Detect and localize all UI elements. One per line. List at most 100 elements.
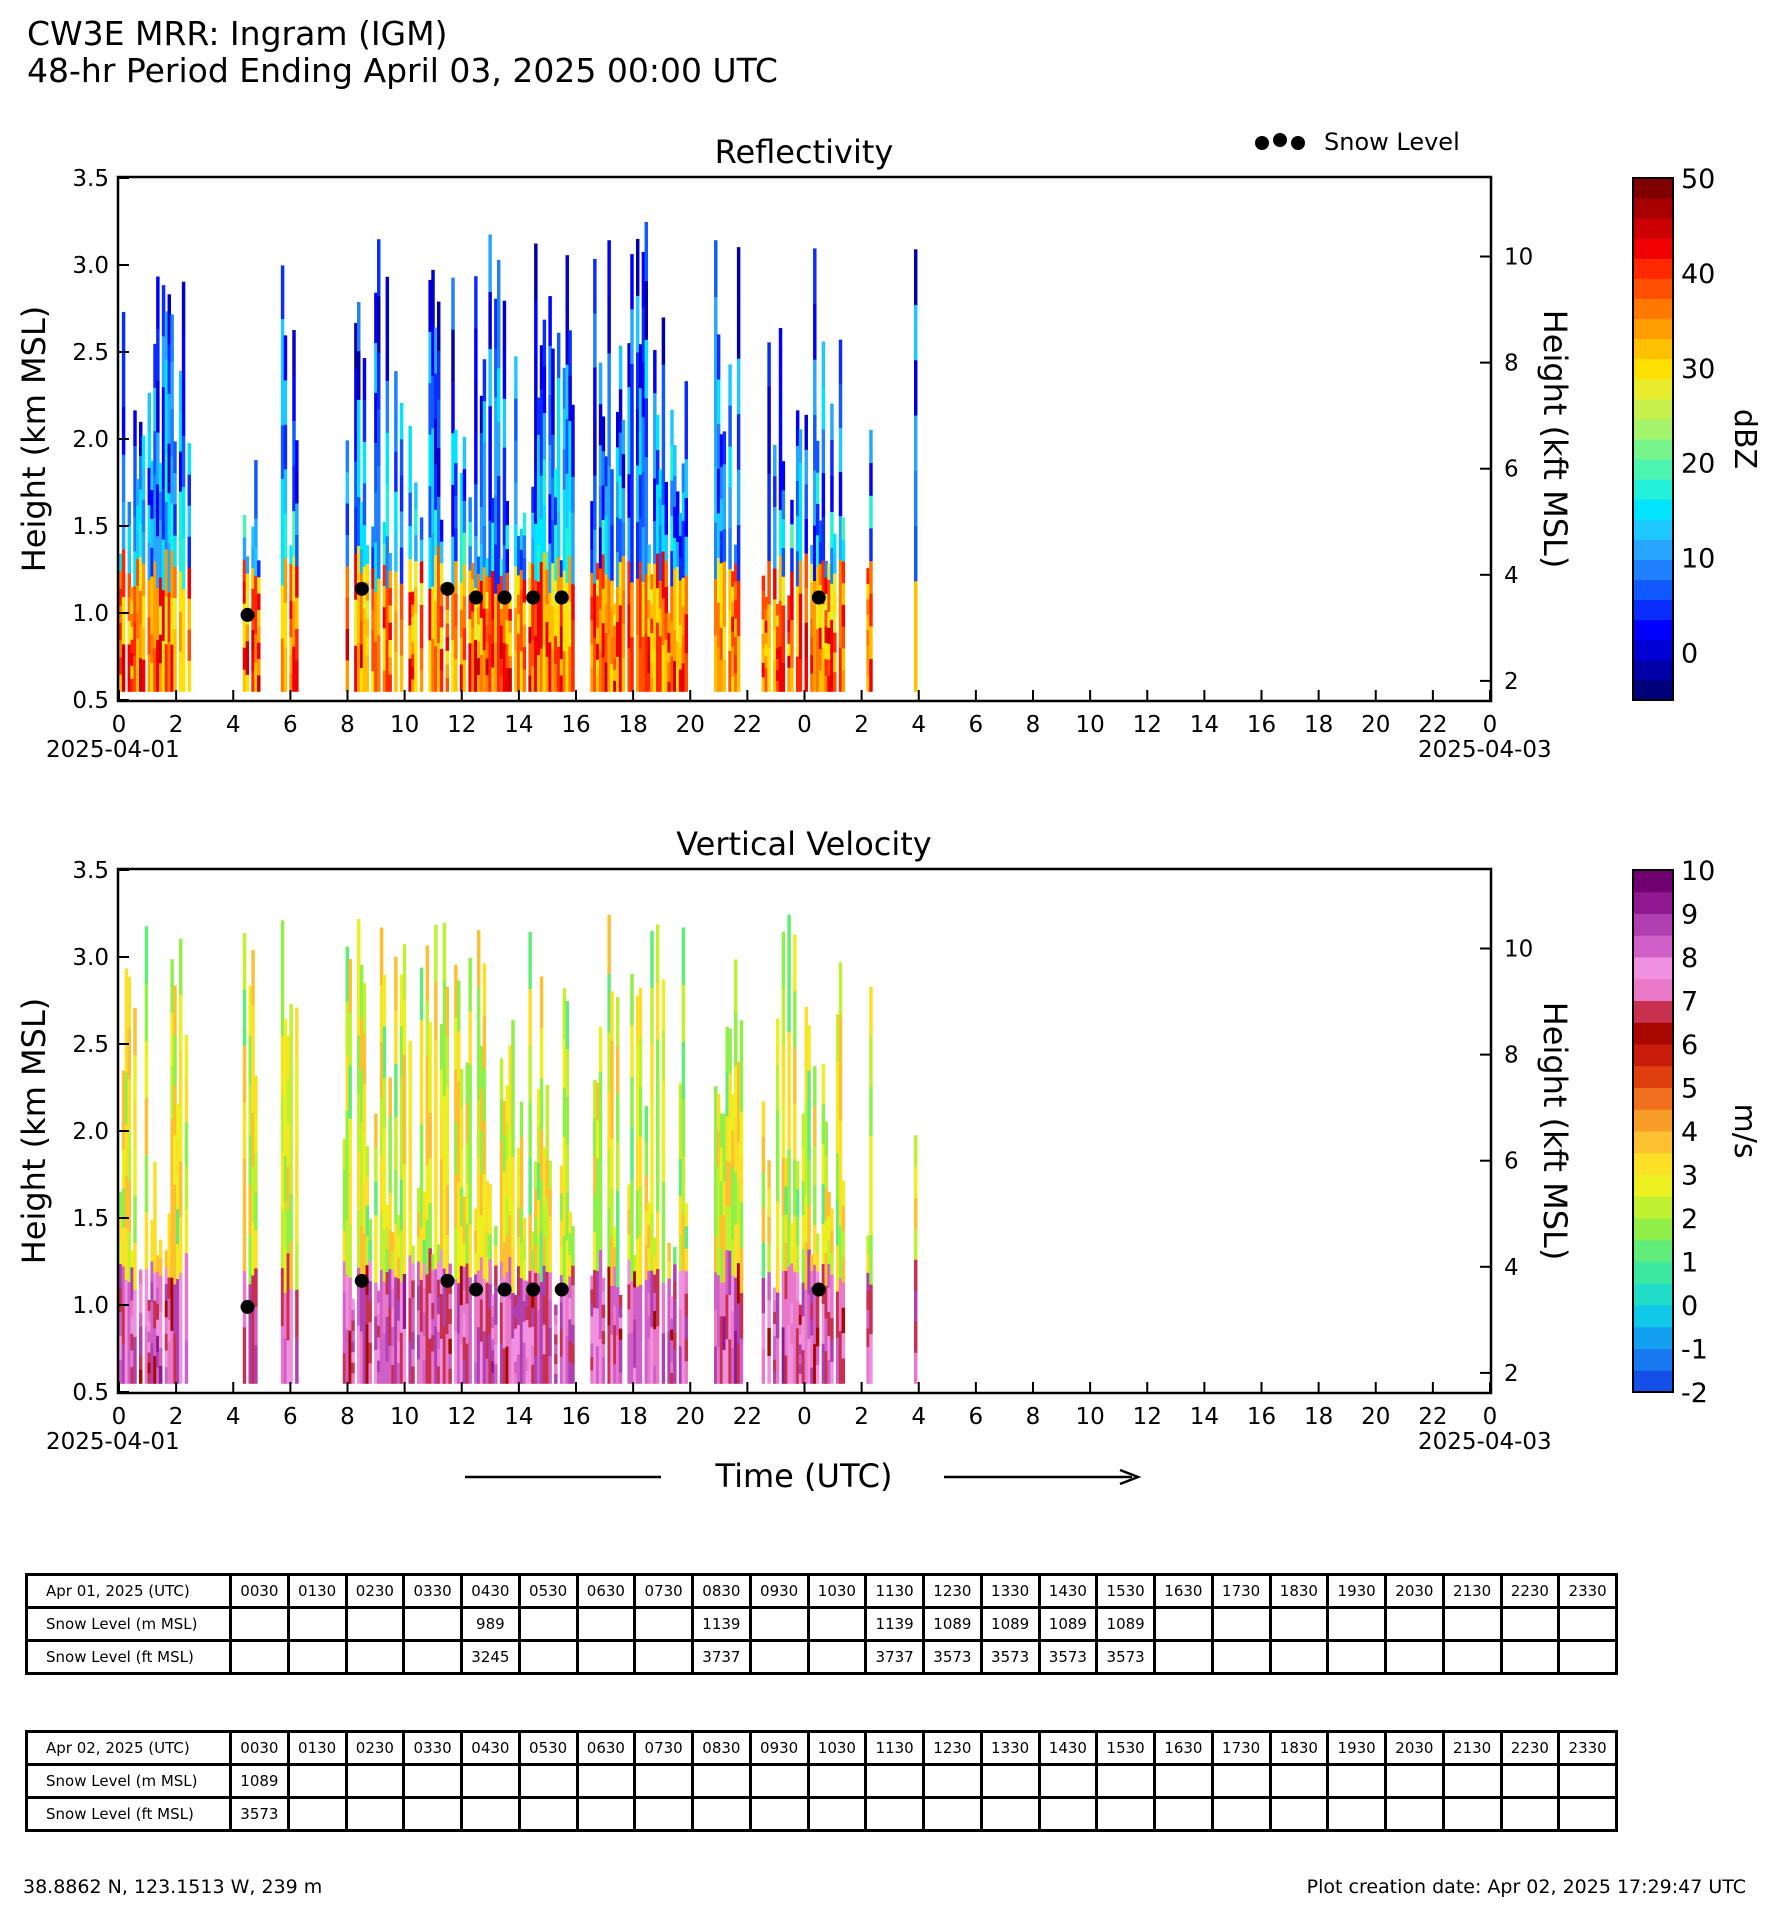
heatmap-cell — [286, 1209, 291, 1254]
x-tick-label: 16 — [561, 712, 590, 738]
x-tick-label: 10 — [1075, 1404, 1104, 1430]
heatmap-cell — [138, 421, 143, 457]
heatmap-cell — [531, 1288, 535, 1308]
heatmap-cell — [778, 509, 783, 556]
heatmap-cell — [178, 1049, 183, 1106]
heatmap-cell — [551, 391, 555, 435]
heatmap-cell — [795, 1216, 800, 1245]
heatmap-cell — [468, 1330, 472, 1384]
heatmap-cell — [514, 1328, 518, 1340]
heatmap-cell — [781, 576, 786, 606]
heatmap-cell — [716, 646, 721, 692]
heatmap-cell — [248, 1333, 252, 1384]
heatmap-cell — [295, 1148, 299, 1196]
heatmap-cell — [525, 1306, 529, 1320]
heatmap-cell — [542, 1265, 547, 1296]
heatmap-cell — [675, 641, 680, 667]
heatmap-cell — [781, 1157, 786, 1215]
heatmap-cell — [178, 1216, 183, 1273]
heatmap-cell — [468, 667, 472, 692]
heatmap-cell — [638, 344, 643, 389]
heatmap-cell — [801, 1282, 806, 1317]
heatmap-cell — [539, 431, 544, 476]
heatmap-cell — [595, 1082, 600, 1121]
heatmap-cell — [428, 279, 432, 332]
heatmap-cell — [728, 1294, 732, 1340]
heatmap-cell — [379, 927, 384, 985]
heatmap-cell — [601, 416, 606, 452]
heatmap-cell — [716, 1310, 721, 1348]
heatmap-cell — [158, 1311, 163, 1330]
heatmap-cell — [562, 408, 567, 450]
heatmap-cell — [289, 673, 293, 692]
heatmap-cell — [519, 1172, 524, 1208]
y-right-tick-label: 6 — [1504, 1149, 1519, 1175]
heatmap-cell — [156, 639, 160, 692]
heatmap-cell — [451, 381, 455, 434]
heatmap-cell — [655, 1268, 660, 1327]
heatmap-cell — [431, 638, 435, 692]
heatmap-cell — [536, 1236, 541, 1274]
heatmap-cell — [869, 1085, 873, 1136]
heatmap-cell — [667, 1295, 671, 1314]
heatmap-cell — [734, 581, 738, 601]
heatmap-cell — [408, 459, 412, 493]
heatmap-cell — [784, 1242, 788, 1272]
heatmap-cell — [468, 618, 472, 644]
heatmap-cell — [365, 1324, 370, 1355]
heatmap-cell — [562, 1037, 567, 1088]
heatmap-cell — [514, 440, 518, 483]
colorbar-segment — [1633, 358, 1673, 380]
heatmap-cell — [499, 1180, 504, 1222]
heatmap-cell — [667, 1243, 671, 1262]
heatmap-cell — [176, 1278, 180, 1314]
heatmap-cell — [251, 670, 255, 692]
heatmap-cell — [638, 517, 643, 562]
legend-marker — [1255, 136, 1269, 150]
heatmap-cell — [136, 532, 140, 560]
heatmap-cell — [283, 424, 288, 470]
heatmap-cell — [411, 1331, 415, 1350]
heatmap-cell — [514, 1295, 518, 1307]
heatmap-cell — [147, 1362, 152, 1374]
heatmap-cell — [251, 547, 255, 569]
heatmap-cell — [286, 1339, 291, 1384]
heatmap-cell — [445, 595, 450, 610]
heatmap-cell — [539, 388, 544, 433]
heatmap-cell — [793, 1046, 797, 1104]
heatmap-cell — [670, 1328, 674, 1341]
table-value-cell — [402, 1639, 463, 1675]
heatmap-cell — [147, 467, 152, 506]
heatmap-cell — [499, 608, 504, 626]
heatmap-cell — [824, 1350, 828, 1384]
colorbar-tick-label: 1 — [1681, 1248, 1698, 1279]
heatmap-cell — [833, 573, 837, 594]
heatmap-cell — [462, 468, 467, 501]
heatmap-cell — [675, 541, 680, 567]
heatmap-cell — [630, 1025, 634, 1077]
heatmap-cell — [454, 964, 458, 1018]
heatmap-cell — [119, 605, 123, 624]
table-value-cell — [1557, 1606, 1618, 1642]
heatmap-cell — [479, 469, 484, 508]
heatmap-cell — [468, 1276, 472, 1331]
table-value-cell — [1384, 1639, 1445, 1675]
heatmap-cell — [170, 408, 174, 457]
heatmap-cell — [130, 1366, 134, 1384]
heatmap-cell — [251, 567, 255, 589]
heatmap-cell — [431, 585, 435, 640]
heatmap-cell — [445, 1234, 450, 1285]
heatmap-cell — [775, 1018, 780, 1065]
heatmap-cell — [289, 600, 293, 619]
heatmap-cell — [124, 1227, 129, 1281]
heatmap-cell — [545, 656, 549, 675]
reflectivity-x-start-date: 2025-04-01 — [46, 737, 180, 763]
heatmap-cell — [476, 573, 481, 591]
heatmap-cell — [499, 1302, 504, 1344]
heatmap-cell — [568, 420, 572, 467]
table-value-cell: 1089 — [979, 1606, 1041, 1642]
y-right-tick-label: 8 — [1504, 351, 1519, 377]
heatmap-cell — [292, 646, 296, 692]
heatmap-cell — [568, 1254, 572, 1277]
heatmap-cell — [377, 521, 381, 579]
